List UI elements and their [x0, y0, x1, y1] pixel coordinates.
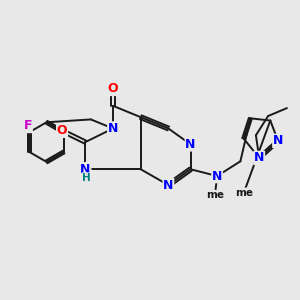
- Text: me: me: [235, 188, 253, 198]
- Text: N: N: [108, 122, 118, 135]
- Text: me: me: [206, 190, 224, 200]
- Text: N: N: [185, 138, 196, 151]
- Text: F: F: [24, 119, 32, 132]
- Text: N: N: [212, 169, 222, 182]
- Text: N: N: [80, 163, 91, 176]
- Text: O: O: [57, 124, 68, 137]
- Text: H: H: [82, 173, 91, 183]
- Text: N: N: [273, 134, 283, 147]
- Text: N: N: [163, 178, 174, 192]
- Text: N: N: [80, 163, 91, 176]
- Text: O: O: [108, 82, 118, 95]
- Text: N: N: [254, 152, 264, 164]
